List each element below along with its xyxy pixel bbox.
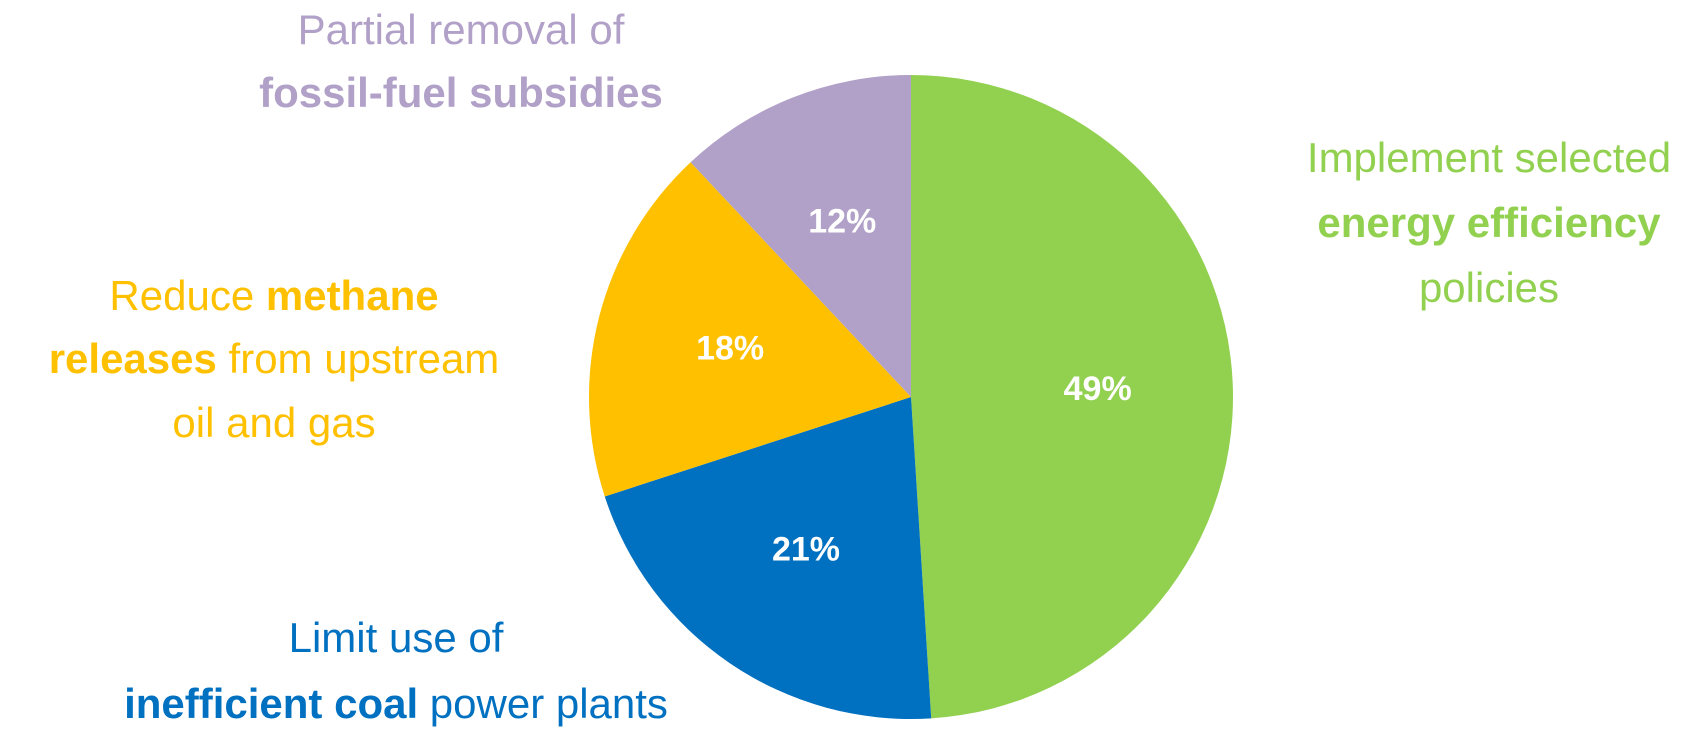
category-label: inefficient coal power plants <box>124 680 668 727</box>
label-part: policies <box>1419 264 1559 311</box>
label-part: Implement selected <box>1307 134 1671 181</box>
data-label: 18% <box>696 330 764 368</box>
category-label: policies <box>1419 264 1559 311</box>
category-label: Limit use of <box>289 614 504 661</box>
label-part: methane <box>266 272 439 319</box>
pie-slice <box>690 75 911 397</box>
label-part: fossil-fuel subsidies <box>259 69 663 116</box>
pie-slice <box>604 397 932 719</box>
label-part: Reduce <box>109 272 265 319</box>
label-part: releases <box>49 335 217 382</box>
pie-slice <box>589 162 911 497</box>
category-label: releases from upstream <box>49 335 500 382</box>
pie-slice <box>911 74 1234 719</box>
data-label: 12% <box>808 202 876 240</box>
category-label: energy efficiency <box>1317 199 1661 246</box>
category-label: Reduce methane <box>109 272 438 319</box>
label-part: from upstream <box>217 335 499 382</box>
category-label: Partial removal of <box>298 6 625 53</box>
label-part: Partial removal of <box>298 6 625 53</box>
category-label: Implement selected <box>1307 134 1671 181</box>
category-label: fossil-fuel subsidies <box>259 69 663 116</box>
data-label: 49% <box>1064 370 1132 408</box>
label-part: oil and gas <box>172 399 375 446</box>
label-part: power plants <box>418 680 668 727</box>
data-label: 21% <box>772 530 840 568</box>
label-part: energy efficiency <box>1317 199 1661 246</box>
category-label: oil and gas <box>172 399 375 446</box>
label-part: Limit use of <box>289 614 504 661</box>
label-part: inefficient coal <box>124 680 418 727</box>
